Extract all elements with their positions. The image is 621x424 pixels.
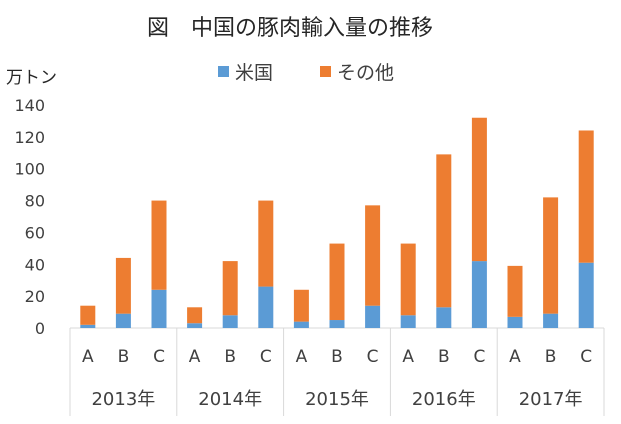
bar-segment: [151, 289, 167, 328]
bar-segment: [543, 313, 559, 328]
category-label: A: [82, 347, 94, 367]
bar-segment: [80, 324, 96, 328]
group-label: 2016年: [412, 389, 476, 410]
y-tick-label: 80: [25, 192, 45, 211]
bars: [80, 117, 594, 328]
group-label: 2017年: [519, 389, 583, 410]
category-label: A: [296, 347, 308, 367]
group-label: 2013年: [91, 389, 155, 410]
bar-segment: [471, 261, 487, 328]
bar-segment: [471, 117, 487, 262]
y-tick-label: 100: [14, 160, 45, 179]
bar-segment: [258, 286, 274, 328]
category-label: C: [153, 347, 165, 367]
category-label: B: [224, 347, 236, 367]
bar-segment: [187, 307, 203, 324]
category-label: B: [545, 347, 557, 367]
legend-swatch: [218, 66, 229, 77]
category-label: B: [118, 347, 130, 367]
bar-segment: [151, 200, 167, 290]
bar-segment: [80, 305, 96, 325]
bar-segment: [293, 289, 309, 322]
category-label: C: [580, 347, 592, 367]
bar-segment: [400, 315, 416, 328]
legend-swatch: [320, 66, 331, 77]
bar-segment: [115, 257, 131, 314]
category-label: B: [331, 347, 343, 367]
bar-segment: [365, 205, 381, 306]
bar-segment: [329, 243, 345, 321]
group-label: 2014年: [198, 389, 262, 410]
category-label: A: [402, 347, 414, 367]
group-label: 2015年: [305, 389, 369, 410]
bar-segment: [578, 262, 594, 328]
bar-segment: [115, 313, 131, 328]
y-tick-label: 120: [14, 128, 45, 147]
y-tick-label: 140: [14, 96, 45, 115]
y-axis-unit: 万トン: [6, 68, 57, 88]
y-tick-label: 60: [25, 223, 45, 242]
bar-segment: [436, 307, 452, 328]
bar-segment: [400, 243, 416, 316]
bar-segment: [543, 197, 559, 314]
bar-segment: [365, 305, 381, 328]
axes: 0 20 40 60 80 100 120 140: [14, 96, 605, 416]
bar-segment: [187, 323, 203, 328]
bar-segment: [436, 154, 452, 308]
legend-label: 米国: [235, 62, 273, 84]
bar-segment: [578, 130, 594, 263]
category-label: C: [367, 347, 379, 367]
bar-segment: [222, 315, 238, 328]
chart-title: 図 中国の豚肉輸入量の推移: [147, 16, 433, 41]
legend-label: その他: [337, 62, 394, 84]
category-label: A: [189, 347, 201, 367]
bar-segment: [507, 265, 523, 317]
y-tick-label: 20: [25, 287, 45, 306]
category-label: C: [260, 347, 272, 367]
category-label: C: [473, 347, 485, 367]
category-label: A: [509, 347, 521, 367]
bar-segment: [258, 200, 274, 287]
y-tick-label: 40: [25, 255, 45, 274]
category-label: B: [438, 347, 450, 367]
legend: 米国 その他: [218, 62, 394, 84]
bar-segment: [293, 321, 309, 328]
bar-segment: [222, 261, 238, 316]
bar-segment: [329, 320, 345, 328]
bar-segment: [507, 316, 523, 328]
x-axis-labels: A B C 2013年 A B C 2014年 A B C 2015年 A B C 2016年 A B C 2017年: [82, 347, 592, 410]
y-tick-label: 0: [35, 319, 45, 338]
